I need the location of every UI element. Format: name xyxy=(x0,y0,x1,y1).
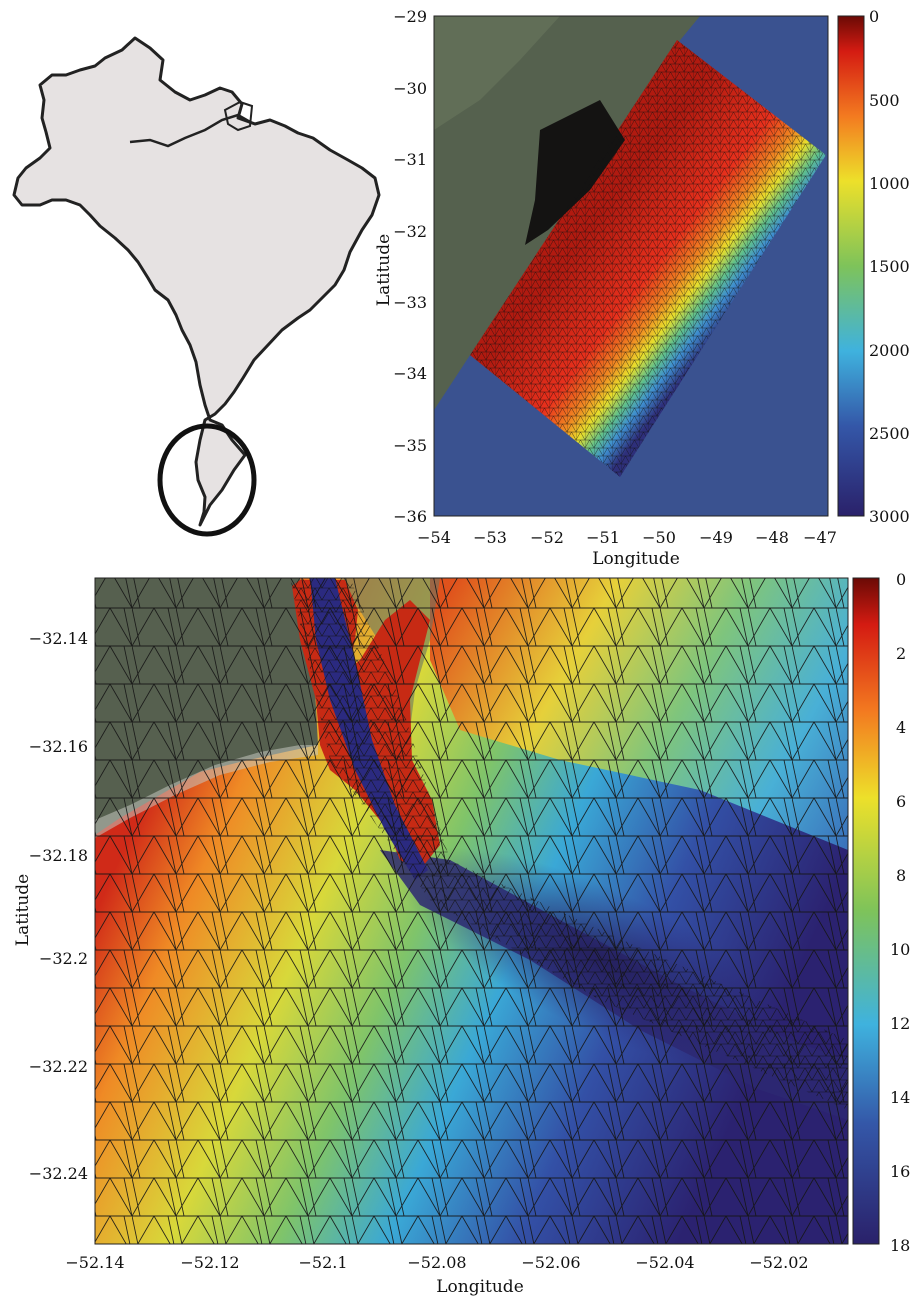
top-colorbar xyxy=(837,15,865,517)
marajo-island xyxy=(223,100,254,132)
bottom-x-tick-label: −52.12 xyxy=(180,1253,239,1272)
top-y-tick-label: −35 xyxy=(393,436,427,455)
mesh-domain-top xyxy=(470,40,826,477)
top-y-tick-label: −33 xyxy=(393,293,427,312)
bottom-colorbar-tick-label: 14 xyxy=(890,1088,910,1107)
bottom-y-tick-label: −32.22 xyxy=(29,1057,88,1076)
bottom-y-tick-label: −32.14 xyxy=(29,629,88,648)
top-x-tick-label: −48 xyxy=(755,528,789,547)
top-colorbar-tick-label: 3000 xyxy=(869,507,910,526)
brazil-locator-map xyxy=(12,36,381,537)
bottom-colorbar-tick-label: 12 xyxy=(890,1014,910,1033)
top-y-tick-label: −34 xyxy=(393,364,427,383)
mesh-overlay-fine xyxy=(290,578,848,1110)
top-x-tick-label: −54 xyxy=(417,528,451,547)
bottom-x-tick-label: −52.02 xyxy=(749,1253,808,1272)
bottom-x-tick-label: −52.1 xyxy=(298,1253,347,1272)
bottom-y-tick-label: −32.2 xyxy=(39,949,88,968)
top-y-tick-label: −29 xyxy=(393,7,427,26)
brazil-outline xyxy=(12,36,381,527)
top-map: −54 −53 −52 −51 −50 −49 −48 −47 −29 −30 … xyxy=(374,7,910,569)
bottom-x-tick-label: −52.14 xyxy=(65,1253,124,1272)
bottom-y-tick-label: −32.24 xyxy=(29,1164,88,1183)
bottom-map: −52.14 −52.12 −52.1 −52.08 −52.06 −52.04… xyxy=(13,570,910,1297)
bottom-y-tick-label: −32.18 xyxy=(29,846,88,865)
top-x-axis-label: Longitude xyxy=(592,549,680,569)
bottom-colorbar xyxy=(852,577,880,1245)
bottom-y-axis-label: Latitude xyxy=(13,874,33,946)
amazon-river xyxy=(129,113,253,148)
top-x-tick-label: −47 xyxy=(803,528,837,547)
bottom-x-tick-label: −52.06 xyxy=(521,1253,580,1272)
bottom-colorbar-tick-label: 6 xyxy=(896,792,906,811)
bottom-map-frame xyxy=(94,577,849,1245)
bottom-colorbar-tick-label: 10 xyxy=(890,940,910,959)
top-y-tick-label: −31 xyxy=(393,150,427,169)
bottom-colorbar-tick-label: 16 xyxy=(890,1162,910,1181)
top-y-tick-label: −30 xyxy=(393,79,427,98)
bottom-colorbar-tick-label: 2 xyxy=(896,644,906,663)
bottom-colorbar-tick-label: 0 xyxy=(896,570,906,589)
top-colorbar-tick-label: 1000 xyxy=(869,174,910,193)
top-x-tick-label: −52 xyxy=(530,528,564,547)
bottom-x-tick-label: −52.04 xyxy=(635,1253,694,1272)
top-x-tick-label: −49 xyxy=(699,528,733,547)
top-colorbar-tick-label: 2500 xyxy=(869,424,910,443)
bottom-colorbar-tick-label: 18 xyxy=(890,1236,910,1255)
top-y-tick-label: −32 xyxy=(393,222,427,241)
top-y-tick-label: −36 xyxy=(393,507,427,526)
top-map-frame xyxy=(433,15,829,517)
bottom-x-axis-label: Longitude xyxy=(436,1277,524,1297)
top-colorbar-tick-label: 2000 xyxy=(869,341,910,360)
top-colorbar-tick-label: 1500 xyxy=(869,257,910,276)
top-y-axis-label: Latitude xyxy=(374,234,394,306)
top-x-tick-label: −53 xyxy=(473,528,507,547)
bottom-colorbar-tick-label: 8 xyxy=(896,866,906,885)
top-x-tick-label: −50 xyxy=(642,528,676,547)
top-colorbar-tick-label: 0 xyxy=(869,7,879,26)
bottom-y-tick-label: −32.16 xyxy=(29,737,88,756)
bottom-x-tick-label: −52.08 xyxy=(407,1253,466,1272)
top-colorbar-tick-label: 500 xyxy=(869,91,900,110)
top-x-tick-label: −51 xyxy=(586,528,620,547)
study-area-circle xyxy=(157,423,257,537)
bottom-colorbar-tick-label: 4 xyxy=(896,718,906,737)
land-highlight xyxy=(434,16,560,130)
